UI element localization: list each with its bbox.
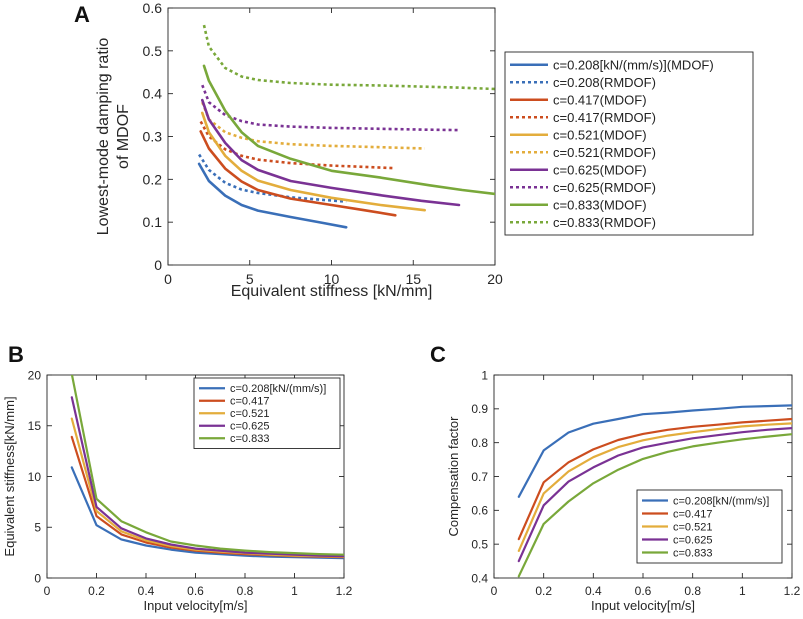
x-axis-label: Equivalent stiffness [kN/mm] — [231, 283, 433, 300]
y-tick-label: 20 — [28, 368, 42, 382]
x-tick-label: 0.2 — [535, 584, 552, 598]
series-line-1 — [517, 404, 792, 498]
y-tick-label: 0.1 — [143, 214, 163, 230]
series-group — [70, 375, 344, 560]
legend: c=0.208[kN/(mm/s)](MDOF) c=0.208(RMDOF) c=… — [504, 51, 754, 236]
series-line-6 — [201, 101, 425, 150]
series-line-5 — [201, 111, 427, 212]
x-tick-label: 1 — [739, 584, 746, 598]
x-tick-label: 0.6 — [635, 584, 652, 598]
y-tick-label: 0.4 — [471, 571, 488, 585]
legend-label: c=0.521(MDOF) — [553, 127, 647, 142]
series-line-5 — [517, 433, 792, 578]
legend: c=0.208[kN/(mm/s)]c=0.417c=0.521c=0.625c… — [193, 377, 341, 449]
x-tick-label: 1 — [291, 584, 298, 598]
y-tick-label: 0.5 — [143, 43, 163, 59]
x-tick-label: 0.8 — [237, 584, 254, 598]
x-tick-label: 0 — [491, 584, 498, 598]
legend-label: c=0.417(MDOF) — [553, 92, 647, 107]
legend-label: c=0.417(RMDOF) — [553, 110, 656, 125]
y-tick-label: 0 — [34, 571, 41, 585]
chart-a: 0 5 10 15 20 0 0.1 0.2 0.3 0.4 0.5 0.6 Equivalent st… — [95, 0, 754, 300]
series-line-2 — [198, 153, 347, 203]
y-tick-label: 5 — [34, 521, 41, 535]
series-line-3 — [517, 422, 792, 553]
y-tick-label: 15 — [28, 419, 42, 433]
y-tick-label: 0.8 — [471, 436, 488, 450]
legend-label: c=0.521 — [230, 408, 269, 420]
legend-label: c=0.833 — [230, 433, 269, 445]
legend-label: c=0.625 — [673, 534, 712, 546]
x-tick-label: 5 — [246, 271, 254, 287]
legend-label: c=0.208[kN/(mm/s)] — [673, 495, 769, 507]
legend-label: c=0.417 — [230, 396, 269, 408]
y-axis-label: of MDOF — [115, 104, 132, 169]
legend-label: c=0.208(RMDOF) — [553, 75, 656, 90]
x-tick-label: 1.2 — [784, 584, 801, 598]
y-tick-label: 0.4 — [143, 86, 163, 102]
x-tick-label: 0.8 — [684, 584, 701, 598]
x-tick-label: 0.4 — [585, 584, 602, 598]
y-axis-label: Compensation factor — [446, 416, 461, 537]
x-tick-label: 10 — [324, 271, 340, 287]
y-tick-label: 0.5 — [471, 537, 488, 551]
chart-c: 0 0.2 0.4 0.6 0.8 1 1.2 0.4 0.5 0.6 0.7 0.8 0.9 1 Inpu… — [446, 368, 801, 613]
legend-label: c=0.833(MDOF) — [553, 197, 647, 212]
y-tick-label: 0.6 — [471, 504, 488, 518]
series-line-9 — [202, 64, 495, 196]
legend-label: c=0.833 — [673, 547, 712, 559]
y-tick-label: 0.7 — [471, 470, 488, 484]
y-axis-label: Equivalent stiffness[kN/mm] — [2, 396, 17, 556]
y-tick-label: 0.3 — [143, 129, 163, 145]
legend-label: c=0.417 — [673, 508, 712, 520]
series-line-4 — [517, 427, 792, 563]
series-line-3 — [199, 130, 397, 217]
x-tick-label: 0 — [164, 271, 172, 287]
series-line-4 — [70, 396, 344, 558]
x-axis-label: Input velocity[m/s] — [143, 598, 247, 613]
x-tick-label: 1.2 — [336, 584, 353, 598]
y-tick-label: 0.2 — [143, 171, 163, 187]
legend-label: c=0.521(RMDOF) — [553, 145, 656, 160]
series-line-1 — [197, 162, 348, 229]
legend-label: c=0.521 — [673, 521, 712, 533]
panel-letter-c: C — [430, 342, 446, 367]
x-tick-label: 0.2 — [88, 584, 105, 598]
series-line-8 — [201, 84, 460, 132]
y-tick-label: 1 — [481, 368, 488, 382]
y-axis-label: Lowest-mode damping ratio — [95, 38, 112, 236]
legend-label: c=0.208[kN/(mm/s)](MDOF) — [553, 57, 714, 72]
panel-letter-b: B — [8, 342, 24, 367]
legend-label: c=0.625(MDOF) — [553, 162, 647, 177]
x-tick-label: 0 — [44, 584, 51, 598]
series-line-2 — [517, 417, 792, 541]
series-line-10 — [202, 24, 495, 91]
series-line-7 — [201, 98, 461, 207]
plot-frame — [167, 7, 496, 266]
x-tick-label: 0.6 — [187, 584, 204, 598]
legend-label: c=0.625 — [230, 421, 269, 433]
series-group — [197, 24, 495, 229]
y-tick-label: 0 — [154, 257, 162, 273]
legend-label: c=0.833(RMDOF) — [553, 215, 656, 230]
y-tick-label: 0.9 — [471, 402, 488, 416]
x-axis-label: Input velocity[m/s] — [591, 598, 695, 613]
y-tick-label: 10 — [28, 470, 42, 484]
chart-b: 0 0.2 0.4 0.6 0.8 1 1.2 0 5 10 15 20 Input velocity[… — [2, 368, 353, 613]
series-group — [517, 404, 792, 578]
legend: c=0.208[kN/(mm/s)]c=0.417c=0.521c=0.625c… — [636, 489, 783, 564]
legend-label: c=0.625(RMDOF) — [553, 180, 656, 195]
series-line-5 — [70, 375, 344, 556]
legend-label: c=0.208[kN/(mm/s)] — [230, 383, 326, 395]
y-tick-label: 0.6 — [143, 0, 163, 16]
panel-letter-a: A — [74, 2, 90, 27]
x-tick-label: 20 — [487, 271, 503, 287]
x-tick-label: 0.4 — [138, 584, 155, 598]
x-tick-label: 15 — [405, 271, 421, 287]
